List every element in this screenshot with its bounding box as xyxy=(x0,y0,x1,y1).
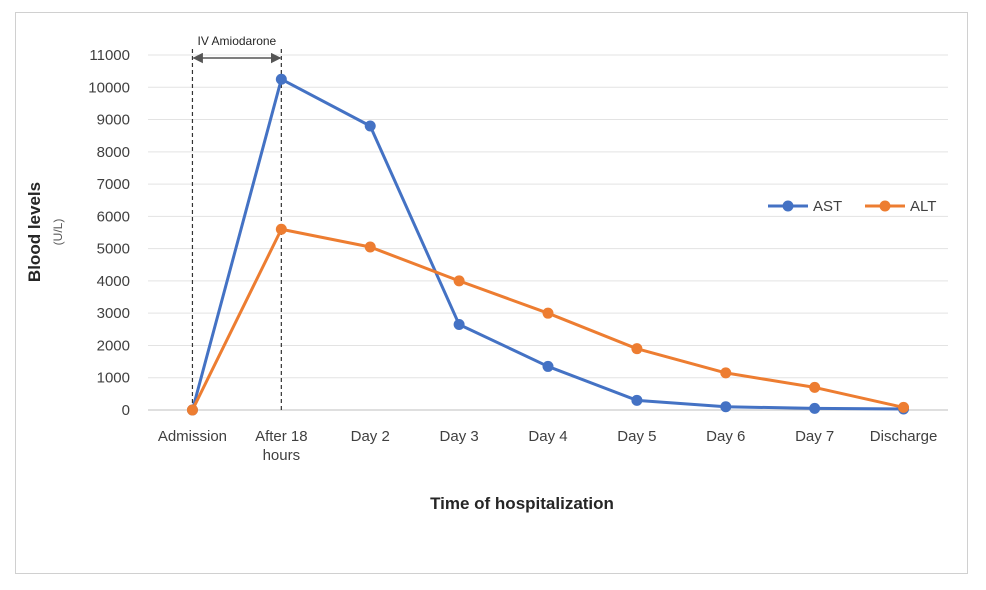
series xyxy=(186,73,910,416)
data-point xyxy=(186,404,198,416)
x-axis-ticks: Admission After 18 hours Day 2 Day 3 Day 4 Day… xyxy=(158,428,937,464)
data-point xyxy=(542,307,554,319)
legend-item-ast: AST xyxy=(768,198,842,215)
y-tick-label: 0 xyxy=(122,402,130,419)
y-tick-label: 5000 xyxy=(97,241,130,258)
data-point xyxy=(453,318,465,330)
data-point xyxy=(542,360,554,372)
y-tick-label: 1000 xyxy=(97,370,130,387)
data-point xyxy=(720,401,732,413)
y-axis-title: Blood levels (U/L) xyxy=(25,182,65,282)
legend-item-alt: ALT xyxy=(865,198,936,215)
x-tick-label: Day 7 xyxy=(795,428,834,445)
y-tick-label: 7000 xyxy=(97,176,130,193)
data-point xyxy=(720,367,732,379)
legend-marker xyxy=(782,200,794,212)
y-axis-unit: (U/L) xyxy=(51,219,65,246)
x-tick-label: Discharge xyxy=(870,428,938,445)
series-ast xyxy=(186,73,910,416)
y-tick-label: 8000 xyxy=(97,144,130,161)
data-point xyxy=(364,241,376,253)
x-tick-label: After 18 hours xyxy=(255,428,308,464)
y-tick-label: 11000 xyxy=(89,47,130,64)
y-tick-label: 4000 xyxy=(97,273,130,290)
data-point xyxy=(631,343,643,355)
data-point xyxy=(364,120,376,132)
y-axis-label: Blood levels xyxy=(25,182,44,282)
x-axis-title: Time of hospitalization xyxy=(430,494,614,513)
x-tick-label: Day 2 xyxy=(351,428,390,445)
x-tick-label: Day 3 xyxy=(440,428,479,445)
x-tick-label: Admission xyxy=(158,428,227,445)
legend-label: ALT xyxy=(910,198,936,215)
annotation-label: IV Amiodarone xyxy=(198,34,277,48)
data-point xyxy=(631,394,643,406)
data-point xyxy=(898,401,910,413)
y-tick-label: 3000 xyxy=(97,305,130,322)
data-point xyxy=(453,275,465,287)
y-axis-ticks: 0 1000 2000 3000 4000 5000 6000 7000 8000 9000 100… xyxy=(88,47,130,419)
grid-lines xyxy=(148,54,948,411)
x-tick-label: Day 5 xyxy=(617,428,656,445)
data-point xyxy=(275,73,287,85)
data-point xyxy=(809,402,821,414)
series-alt xyxy=(186,223,910,416)
legend-label: AST xyxy=(813,198,842,215)
x-tick-label: Day 4 xyxy=(528,428,567,445)
y-tick-label: 10000 xyxy=(88,79,130,96)
legend-marker xyxy=(879,200,891,212)
data-point xyxy=(275,223,287,235)
y-tick-label: 2000 xyxy=(97,337,130,354)
legend: AST ALT xyxy=(768,198,936,215)
series-line xyxy=(190,77,904,411)
series-line xyxy=(191,227,904,411)
annotation: IV Amiodarone xyxy=(191,34,282,410)
y-tick-label: 9000 xyxy=(97,112,130,129)
y-tick-label: 6000 xyxy=(97,208,130,225)
x-tick-label: Day 6 xyxy=(706,428,745,445)
data-point xyxy=(809,381,821,393)
